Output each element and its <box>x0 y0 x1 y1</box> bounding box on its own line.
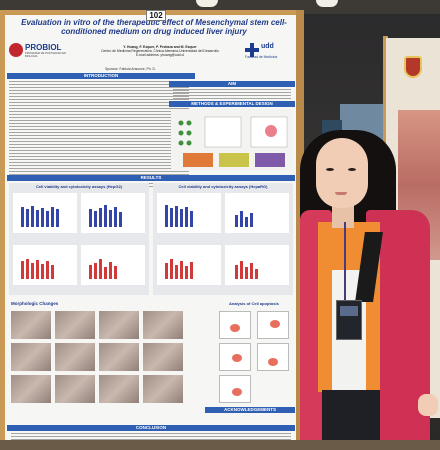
person-eye <box>348 168 356 171</box>
easel-frame <box>0 10 6 450</box>
person-hand <box>418 394 438 416</box>
micrograph <box>11 343 51 371</box>
udd-logo-subtitle: Facultad de Medicina <box>245 55 278 59</box>
scientific-poster: Evaluation in vitro of the therapeutic e… <box>5 15 297 445</box>
ceiling-light <box>196 0 218 7</box>
person-face <box>316 138 368 208</box>
probiol-logo-icon <box>9 43 23 57</box>
methods-diagram <box>171 109 293 171</box>
poster-title: Evaluation in vitro of the therapeutic e… <box>21 18 287 36</box>
morphology-heading: Morphologic Changes <box>11 301 59 306</box>
introduction-text <box>9 81 189 189</box>
flow-cytometry-plot <box>257 311 289 339</box>
floor <box>0 440 440 450</box>
micrograph <box>55 311 95 339</box>
micrograph <box>11 375 51 403</box>
hepg2-chart <box>81 193 145 233</box>
section-methods: METHODS & EXPERIMENTAL DESIGN <box>169 101 295 107</box>
flow-cytometry-plot <box>219 375 251 403</box>
micrograph <box>55 343 95 371</box>
poster-authors: Y. Huang, F. Ezquer, P. Pedraza and M. E… <box>65 45 255 58</box>
udd-logo: udd Facultad de Medicina <box>245 41 293 71</box>
hepg2-heading: Cell viability and cytotoxicity assays (… <box>35 184 123 189</box>
section-introduction: INTRODUCTION <box>7 73 195 79</box>
micrograph <box>143 343 183 371</box>
lanyard <box>344 222 346 302</box>
heparg-heading: Cell viability and cytotoxicity assays (… <box>178 184 268 189</box>
person-eye <box>326 168 334 171</box>
micrograph <box>99 311 139 339</box>
methods-flow-icon <box>178 116 288 167</box>
person-mouth <box>335 192 347 195</box>
person-neck <box>332 204 354 228</box>
aim-text <box>173 89 291 99</box>
heparg-chart <box>157 193 221 233</box>
name-badge-insert <box>340 306 358 316</box>
probiol-logo-subtitle: PROGRAMA DE POSTGRADO EN BIOLOGIA <box>25 52 66 58</box>
flow-cytometry-plot <box>219 311 251 339</box>
micrograph <box>143 311 183 339</box>
section-acknowledgements: ACKNOWLEDGEMENTS <box>205 407 295 413</box>
heparg-chart <box>157 245 221 285</box>
apoptosis-heading: Analysis of Cell apoptosis <box>229 301 279 306</box>
micrograph <box>99 343 139 371</box>
micrograph <box>143 375 183 403</box>
probiol-logo-text: PROBIOL <box>25 43 62 52</box>
probiol-logo: PROBIOL PROGRAMA DE POSTGRADO EN BIOLOGI… <box>9 41 69 61</box>
micrograph <box>99 375 139 403</box>
udd-logo-text: udd <box>261 43 274 50</box>
hepg2-chart <box>13 193 77 233</box>
conclusion-text <box>11 433 291 443</box>
micrograph <box>11 311 51 339</box>
udd-cross-icon <box>245 43 259 57</box>
flow-cytometry-plot <box>257 343 289 371</box>
hepg2-chart <box>13 245 77 285</box>
section-results: RESULTS <box>7 175 295 181</box>
university-crest-icon <box>404 56 422 78</box>
heparg-chart <box>225 193 289 233</box>
hepg2-panel: Cell viability and cytotoxicity assays (… <box>9 183 149 295</box>
micrograph <box>55 375 95 403</box>
section-conclusion: CONCLUSION <box>7 425 295 431</box>
heparg-chart <box>225 245 289 285</box>
flow-cytometry-plot <box>219 343 251 371</box>
institution: Centro de Medicina Regenerativa, Clínica… <box>101 49 219 54</box>
author-list: Y. Huang, F. Ezquer, P. Pedraza and M. E… <box>123 45 197 49</box>
sponsor: Sponsor: Fabiola Ansunce, Ph. D. <box>105 67 156 71</box>
heparg-panel: Cell viability and cytotoxicity assays (… <box>153 183 293 295</box>
poster-number: 102 <box>146 10 166 21</box>
section-aim: AIM <box>169 81 295 87</box>
ceiling-light <box>316 0 338 7</box>
hepg2-chart <box>81 245 145 285</box>
email: E-mail address: yhuang@udd.cl <box>135 53 185 58</box>
